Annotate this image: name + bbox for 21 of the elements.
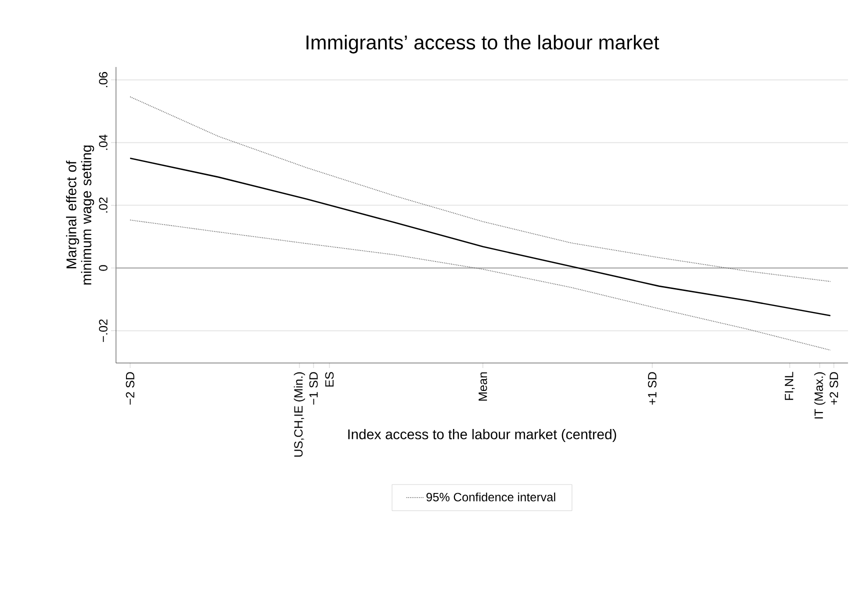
- y-axis-title: Marginal effect of minimum wage setting: [66, 146, 94, 284]
- y-tick-label: .06: [98, 72, 108, 88]
- x-axis-title: Index access to the labour market (centred): [348, 428, 616, 442]
- y-tick-label: −.02: [98, 319, 108, 342]
- line-series: [129, 158, 832, 316]
- line-series: [130, 220, 831, 351]
- x-tick-label: −1 SD: [309, 372, 318, 405]
- x-tick-label: Mean: [478, 372, 488, 401]
- x-tick-label: US,CH,IE (Min.): [294, 372, 306, 457]
- x-tick-label: FI,NL: [784, 372, 795, 400]
- legend-label: 95% Confidence interval: [426, 492, 556, 502]
- x-tick-label: +1 SD: [648, 372, 656, 405]
- x-tick-label: ES: [325, 372, 334, 387]
- x-tick-label: −2 SD: [126, 372, 134, 405]
- y-tick-label: 0: [98, 265, 108, 271]
- line-series: [130, 96, 831, 282]
- y-tick-label: .04: [98, 134, 108, 150]
- chart-title: Immigrants’ access to the labour market: [306, 34, 660, 54]
- y-tick-label: .02: [98, 198, 108, 213]
- x-tick-label: IT (Max.): [814, 372, 826, 418]
- x-tick-label: +2 SD: [830, 372, 838, 405]
